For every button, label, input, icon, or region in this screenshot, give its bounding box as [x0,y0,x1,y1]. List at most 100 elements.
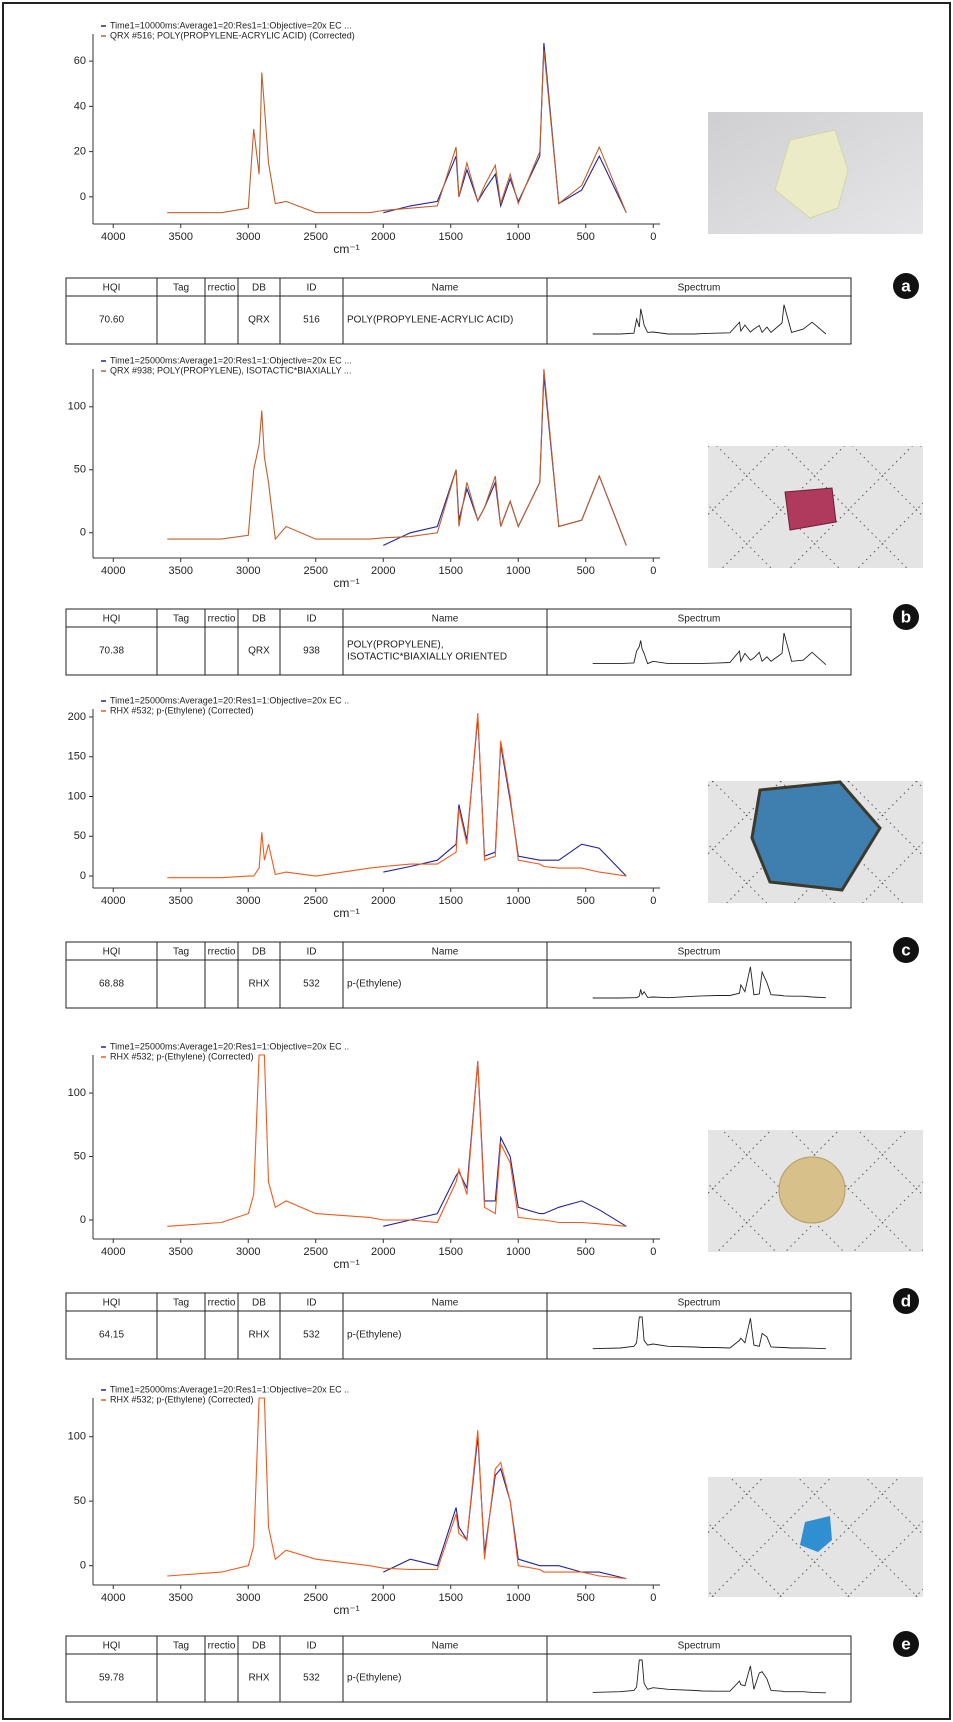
x-tick-label: 2500 [304,565,328,577]
panel-label: e [901,1634,910,1653]
column-header: Name [432,283,459,294]
y-tick-label: 100 [68,401,86,413]
x-tick-label: 0 [650,1592,656,1604]
x-axis-label: cm⁻¹ [333,242,359,256]
x-tick-label: 1500 [439,1592,463,1604]
spectrum-line [167,1054,627,1227]
legend-label: QRX #938; POLY(PROPYLENE), ISOTACTIC*BIA… [110,365,351,375]
column-header: rrectio [208,947,236,958]
y-tick-label: 40 [74,100,86,112]
column-header: Spectrum [678,283,721,294]
cell: 70.60 [99,315,124,326]
x-axis-label: cm⁻¹ [333,1603,359,1617]
column-header: rrectio [208,1641,236,1652]
panel-badge [893,1631,919,1657]
photo [708,446,923,568]
legend-label: RHX #532; p-(Ethylene) (Corrected) [110,1051,254,1061]
y-tick-label: 150 [68,751,86,763]
x-tick-label: 1000 [506,1246,530,1258]
column-header: Spectrum [678,1641,721,1652]
y-tick-label: 100 [68,790,86,802]
column-header: Tag [173,1298,189,1309]
cell: 532 [303,979,320,990]
cell: POLY(PROPYLENE-ACRYLIC ACID) [347,315,513,326]
column-header: ID [307,1641,317,1652]
spectrum-line [167,49,627,214]
legend-label: Time1=25000ms:Average1=20:Res1=1:Objecti… [110,355,352,365]
panel-label: c [901,940,910,959]
table-frame [65,608,852,676]
x-tick-label: 2500 [304,895,328,907]
x-axis-label: cm⁻¹ [333,1257,359,1271]
x-tick-label: 2000 [371,231,395,243]
column-header: Tag [173,1641,189,1652]
spectrum-thumbnail [592,632,827,666]
column-header: DB [252,1298,266,1309]
cell: p-(Ethylene) [347,1330,401,1341]
x-tick-label: 4000 [101,1246,125,1258]
x-tick-label: 500 [577,565,595,577]
column-header: HQI [103,947,121,958]
cell: RHX [248,979,269,990]
x-tick-label: 3000 [236,1592,260,1604]
y-tick-label: 0 [80,191,86,203]
y-tick-label: 50 [74,1495,86,1507]
x-axis-label: cm⁻¹ [333,576,359,590]
column-header: HQI [103,1298,121,1309]
y-tick-label: 0 [80,1214,86,1226]
x-tick-label: 1000 [506,565,530,577]
spectrum-thumbnail [592,304,827,335]
column-header: ID [307,1298,317,1309]
column-header: Spectrum [678,614,721,625]
cell: 64.15 [99,1330,124,1341]
legend-label: QRX #516; POLY(PROPYLENE-ACRYLIC ACID) (… [110,30,355,40]
x-tick-label: 3000 [236,895,260,907]
panel-badge [893,604,919,630]
spectrum-line [167,1397,627,1580]
x-tick-label: 3000 [236,231,260,243]
legend-label: Time1=25000ms:Average1=20:Res1=1:Objecti… [110,1384,349,1394]
legend-label: Time1=10000ms:Average1=20:Res1=1:Objecti… [110,20,352,30]
x-tick-label: 1000 [506,231,530,243]
x-tick-label: 2500 [304,1246,328,1258]
x-tick-label: 3500 [169,1592,193,1604]
x-tick-label: 500 [577,1246,595,1258]
x-tick-label: 500 [577,895,595,907]
x-tick-label: 1500 [439,1246,463,1258]
panel-badge [893,1288,919,1314]
cell: 516 [303,315,320,326]
photo [708,1130,923,1252]
spectrum-thumbnail [592,966,826,999]
legend-label: RHX #532; p-(Ethylene) (Corrected) [110,705,254,715]
cell: 68.88 [99,979,124,990]
y-tick-label: 0 [80,1560,86,1572]
x-tick-label: 1500 [439,231,463,243]
cell: ISOTACTIC*BIAXIALLY ORIENTED [347,652,507,663]
x-tick-label: 3000 [236,565,260,577]
column-header: Name [432,614,459,625]
cell: 59.78 [99,1673,124,1684]
column-header: Name [432,1298,459,1309]
spectrum-line [167,712,627,879]
x-tick-label: 2000 [371,1592,395,1604]
table-frame [65,941,852,1009]
x-tick-label: 1000 [506,895,530,907]
x-tick-label: 3500 [169,895,193,907]
x-tick-label: 3000 [236,1246,260,1258]
x-tick-label: 1000 [506,1592,530,1604]
x-tick-label: 2500 [304,231,328,243]
column-header: Spectrum [678,947,721,958]
column-header: Tag [173,283,189,294]
photo [708,1477,923,1597]
cell: 532 [303,1330,320,1341]
x-tick-label: 500 [577,231,595,243]
y-tick-label: 60 [74,55,86,67]
cell: 938 [303,646,320,657]
legend-label: RHX #532; p-(Ethylene) (Corrected) [110,1394,254,1404]
y-tick-label: 100 [68,1431,86,1443]
x-tick-label: 4000 [101,565,125,577]
column-header: Name [432,947,459,958]
